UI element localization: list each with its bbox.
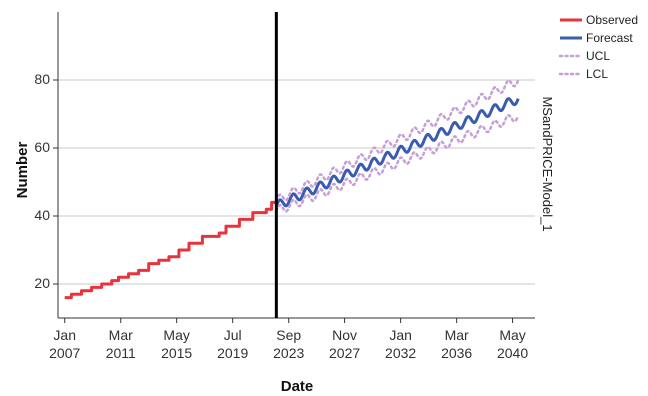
x-tick-label-month: Mar: [109, 327, 133, 343]
y-tick-label: 40: [34, 207, 50, 223]
x-tick-label-year: 2040: [497, 345, 528, 361]
y-axis-title: Number: [14, 142, 31, 199]
legend-label-lcl: LCL: [586, 67, 608, 81]
series-line-forecast: [274, 97, 520, 208]
series-line-lcl: [275, 113, 520, 213]
x-tick-label-year: 2027: [329, 345, 360, 361]
y-tick-label: 80: [34, 71, 50, 87]
x-tick-label-month: May: [163, 327, 189, 343]
x-tick-label-year: 2015: [161, 345, 192, 361]
x-tick-label-month: Jan: [389, 327, 412, 343]
axes: [53, 12, 535, 323]
x-tick-label-year: 2036: [441, 345, 472, 361]
x-tick-label-month: Jan: [53, 327, 76, 343]
y-tick-label: 60: [34, 139, 50, 155]
x-tick-label-year: 2032: [385, 345, 416, 361]
gridlines: [58, 79, 535, 285]
tick-labels: 20406080Jan2007Mar2011May2015Jul2019Sep2…: [34, 71, 528, 361]
legend: Observed Forecast UCL LCL: [558, 13, 638, 81]
series-line-observed: [64, 200, 277, 300]
series-lines: [64, 78, 520, 300]
x-axis-title: Date: [281, 378, 314, 395]
x-tick-label-month: May: [499, 327, 525, 343]
series-line-ucl: [275, 78, 520, 202]
legend-label-forecast: Forecast: [586, 31, 633, 45]
x-tick-label-month: Jul: [224, 327, 242, 343]
x-tick-label-year: 2011: [106, 345, 136, 361]
x-tick-label-month: Sep: [276, 327, 301, 343]
x-tick-label-year: 2007: [49, 345, 80, 361]
legend-label-observed: Observed: [586, 13, 638, 27]
x-tick-label-month: Mar: [445, 327, 469, 343]
x-tick-label-year: 2019: [217, 345, 248, 361]
panel-label: MSandPRICE-Model_1: [540, 96, 555, 231]
x-tick-label-year: 2023: [273, 345, 304, 361]
x-tick-label-month: Nov: [332, 327, 357, 343]
y-tick-label: 20: [34, 275, 50, 291]
legend-label-ucl: UCL: [586, 49, 610, 63]
